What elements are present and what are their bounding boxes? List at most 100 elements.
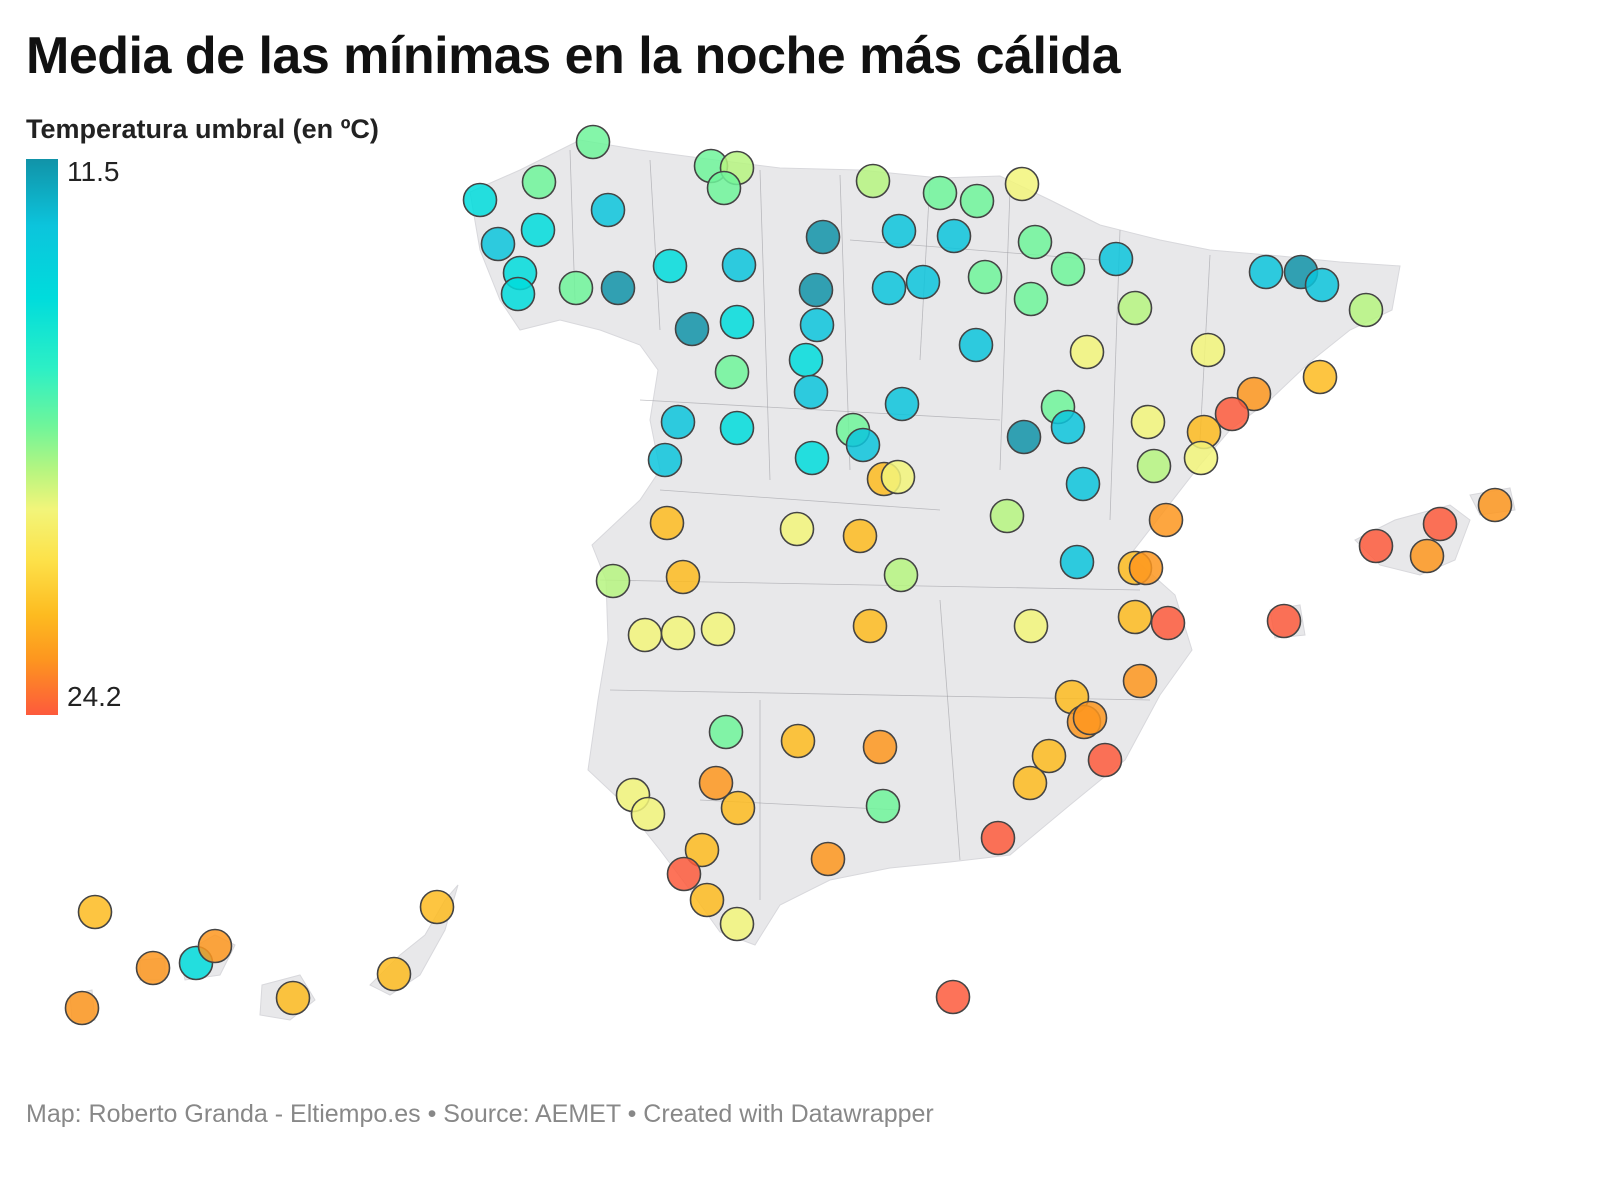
station-marker[interactable]	[674, 311, 710, 347]
station-marker[interactable]	[862, 729, 898, 765]
station-marker[interactable]	[647, 442, 683, 478]
station-marker[interactable]	[935, 979, 971, 1015]
station-marker[interactable]	[865, 788, 901, 824]
station-marker[interactable]	[376, 956, 412, 992]
station-marker[interactable]	[959, 183, 995, 219]
station-marker[interactable]	[1266, 603, 1302, 639]
station-marker[interactable]	[1236, 376, 1272, 412]
station-marker[interactable]	[720, 790, 756, 826]
station-marker[interactable]	[480, 226, 516, 262]
station-marker[interactable]	[521, 164, 557, 200]
station-marker[interactable]	[419, 889, 455, 925]
station-marker[interactable]	[1358, 528, 1394, 564]
station-marker[interactable]	[1087, 742, 1123, 778]
station-marker[interactable]	[1409, 538, 1445, 574]
station-marker[interactable]	[719, 410, 755, 446]
station-marker[interactable]	[1004, 166, 1040, 202]
station-marker[interactable]	[135, 950, 171, 986]
station-marker[interactable]	[600, 270, 636, 306]
station-marker[interactable]	[855, 163, 891, 199]
station-marker[interactable]	[1302, 359, 1338, 395]
station-marker[interactable]	[852, 608, 888, 644]
station-marker[interactable]	[700, 611, 736, 647]
station-marker[interactable]	[810, 841, 846, 877]
station-marker[interactable]	[630, 796, 666, 832]
station-marker[interactable]	[275, 980, 311, 1016]
station-marker[interactable]	[794, 440, 830, 476]
station-marker[interactable]	[500, 276, 536, 312]
station-marker[interactable]	[805, 219, 841, 255]
station-marker[interactable]	[1304, 267, 1340, 303]
station-marker[interactable]	[1183, 440, 1219, 476]
station-marker[interactable]	[1059, 544, 1095, 580]
station-marker[interactable]	[881, 213, 917, 249]
station-marker[interactable]	[1122, 663, 1158, 699]
station-marker[interactable]	[77, 894, 113, 930]
station-marker[interactable]	[967, 259, 1003, 295]
station-marker[interactable]	[1012, 765, 1048, 801]
station-marker[interactable]	[845, 427, 881, 463]
station-marker[interactable]	[590, 192, 626, 228]
station-marker[interactable]	[660, 615, 696, 651]
station-marker[interactable]	[799, 307, 835, 343]
station-marker[interactable]	[719, 304, 755, 340]
station-marker[interactable]	[1013, 281, 1049, 317]
station-marker[interactable]	[779, 511, 815, 547]
station-marker[interactable]	[1348, 292, 1384, 328]
station-marker[interactable]	[684, 832, 720, 868]
station-marker[interactable]	[719, 906, 755, 942]
station-marker[interactable]	[842, 518, 878, 554]
station-marker[interactable]	[1072, 700, 1108, 736]
station-marker[interactable]	[197, 928, 233, 964]
station-marker[interactable]	[665, 559, 701, 595]
station-marker[interactable]	[1248, 254, 1284, 290]
station-marker[interactable]	[1031, 738, 1067, 774]
station-marker[interactable]	[689, 882, 725, 918]
station-marker[interactable]	[905, 264, 941, 300]
station-marker[interactable]	[788, 342, 824, 378]
station-marker[interactable]	[1128, 550, 1164, 586]
station-marker[interactable]	[520, 212, 556, 248]
station-marker[interactable]	[721, 247, 757, 283]
station-marker[interactable]	[660, 404, 696, 440]
station-marker[interactable]	[1013, 608, 1049, 644]
station-marker[interactable]	[1130, 404, 1166, 440]
station-marker[interactable]	[980, 820, 1016, 856]
station-marker[interactable]	[780, 723, 816, 759]
station-marker[interactable]	[1214, 396, 1250, 432]
station-marker[interactable]	[989, 498, 1025, 534]
station-marker[interactable]	[462, 182, 498, 218]
station-marker[interactable]	[871, 270, 907, 306]
station-marker[interactable]	[706, 170, 742, 206]
station-marker[interactable]	[558, 270, 594, 306]
station-marker[interactable]	[652, 248, 688, 284]
station-marker[interactable]	[64, 990, 100, 1026]
station-marker[interactable]	[936, 218, 972, 254]
station-marker[interactable]	[883, 557, 919, 593]
station-marker[interactable]	[1117, 290, 1153, 326]
station-marker[interactable]	[1098, 241, 1134, 277]
station-marker[interactable]	[595, 563, 631, 599]
station-marker[interactable]	[1148, 502, 1184, 538]
station-marker[interactable]	[714, 354, 750, 390]
station-marker[interactable]	[798, 272, 834, 308]
station-marker[interactable]	[884, 386, 920, 422]
station-marker[interactable]	[698, 765, 734, 801]
station-marker[interactable]	[1477, 487, 1513, 523]
station-marker[interactable]	[666, 856, 702, 892]
station-marker[interactable]	[649, 505, 685, 541]
station-marker[interactable]	[1150, 605, 1186, 641]
station-marker[interactable]	[793, 374, 829, 410]
station-marker[interactable]	[922, 175, 958, 211]
station-marker[interactable]	[1117, 599, 1153, 635]
station-marker[interactable]	[1017, 224, 1053, 260]
station-marker[interactable]	[1190, 332, 1226, 368]
station-marker[interactable]	[627, 617, 663, 653]
station-marker[interactable]	[880, 459, 916, 495]
station-marker[interactable]	[708, 714, 744, 750]
station-marker[interactable]	[575, 124, 611, 160]
station-marker[interactable]	[1069, 334, 1105, 370]
station-marker[interactable]	[958, 327, 994, 363]
station-marker[interactable]	[1050, 409, 1086, 445]
station-marker[interactable]	[1136, 448, 1172, 484]
